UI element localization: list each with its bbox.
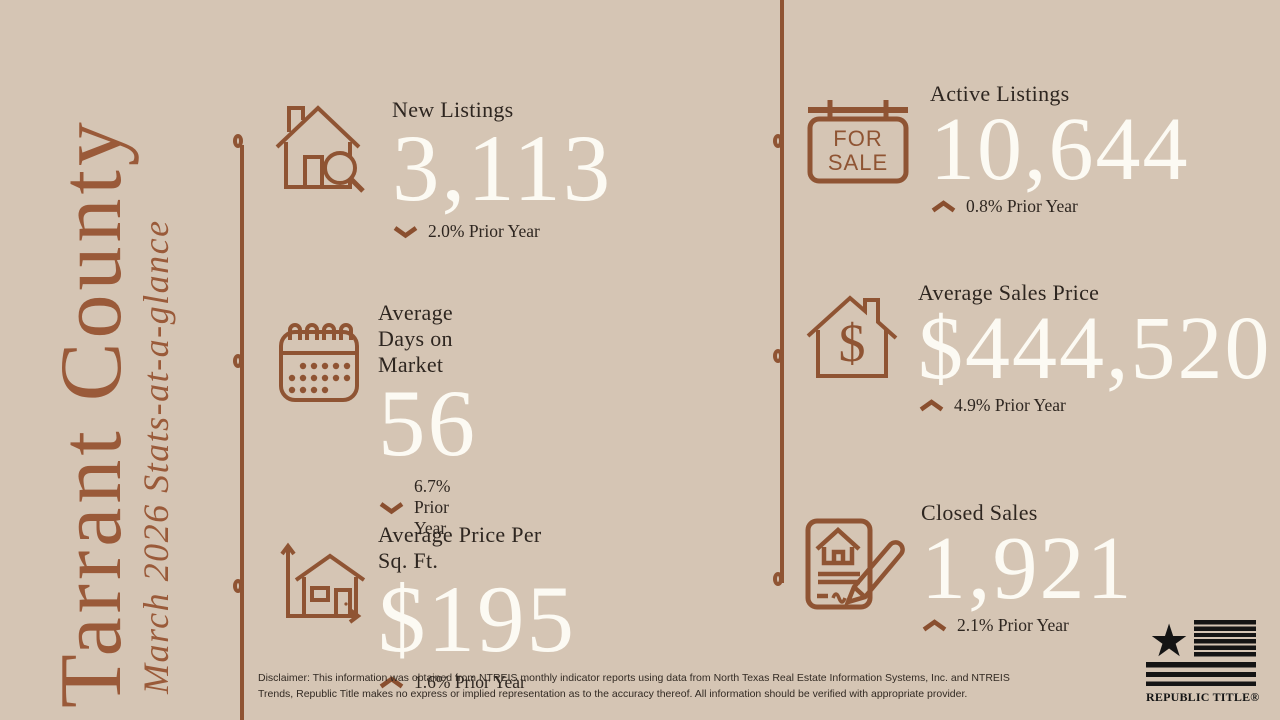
stat-value: 10,644 bbox=[930, 100, 1190, 199]
logo-wordmark: REPUBLIC TITLE® bbox=[1146, 690, 1260, 704]
stat-label: Closed Sales bbox=[921, 500, 1038, 525]
stat-change-label: 6.7% Prior Year bbox=[414, 476, 451, 539]
flag-stripes-icon bbox=[1146, 662, 1256, 686]
house-chart-icon bbox=[280, 532, 366, 624]
stat-label: Average Price Per Sq. Ft. bbox=[378, 522, 542, 573]
for-sale-sign-text-line2: SALE bbox=[828, 150, 888, 175]
stat-change-label: 4.9% Prior Year bbox=[954, 394, 1066, 415]
flag-stripes-icon bbox=[1194, 620, 1256, 658]
chevron-up-icon bbox=[922, 619, 947, 632]
stat-label: New Listings bbox=[392, 97, 514, 122]
stat-value: 1,921 bbox=[921, 519, 1134, 618]
house-dollar-icon: $ bbox=[806, 292, 898, 380]
calendar-icon bbox=[278, 316, 360, 404]
house-search-icon bbox=[275, 98, 365, 193]
stat-change-label: 0.8% Prior Year bbox=[966, 195, 1078, 216]
stat-value: 56 bbox=[378, 370, 477, 476]
chevron-down-icon bbox=[393, 226, 418, 239]
stat-label: Average Days on Market bbox=[378, 300, 453, 377]
timeline-right-line bbox=[780, 0, 784, 583]
timeline-node bbox=[233, 579, 243, 593]
chevron-up-icon bbox=[919, 399, 944, 412]
for-sale-sign-icon: FOR SALE bbox=[806, 98, 910, 184]
chevron-down-icon bbox=[379, 502, 404, 515]
stat-change-label: 2.0% Prior Year bbox=[428, 221, 540, 242]
timeline-node bbox=[773, 134, 783, 148]
chevron-up-icon bbox=[379, 676, 404, 689]
timeline-node bbox=[773, 349, 783, 363]
page-subtitle: March 2026 Stats-at-a-glance bbox=[136, 219, 176, 694]
dollar-sign-glyph: $ bbox=[839, 313, 866, 373]
stat-value: 3,113 bbox=[392, 115, 613, 221]
disclaimer-text: Disclaimer: This information was obtaine… bbox=[258, 672, 1010, 700]
stat-label: Average Sales Price bbox=[918, 280, 1100, 305]
timeline-node bbox=[233, 134, 243, 148]
republic-title-logo: ★ REPUBLIC TITLE® bbox=[1146, 614, 1260, 705]
stat-value: $195 bbox=[378, 566, 576, 672]
timeline-node bbox=[233, 354, 243, 368]
timeline-left-line bbox=[240, 145, 244, 720]
timeline-node bbox=[773, 572, 783, 586]
for-sale-sign-text-line1: FOR bbox=[833, 126, 882, 151]
stat-value: $444,520 bbox=[918, 299, 1272, 398]
chevron-up-icon bbox=[931, 200, 956, 213]
star-icon: ★ bbox=[1148, 614, 1190, 667]
page-title: Tarrant County bbox=[43, 118, 140, 708]
stat-change-label: 1.6% Prior Year bbox=[414, 672, 526, 693]
stat-change-label: 2.1% Prior Year bbox=[957, 614, 1069, 635]
stat-label: Active Listings bbox=[930, 81, 1070, 106]
contract-pen-icon bbox=[804, 518, 908, 610]
